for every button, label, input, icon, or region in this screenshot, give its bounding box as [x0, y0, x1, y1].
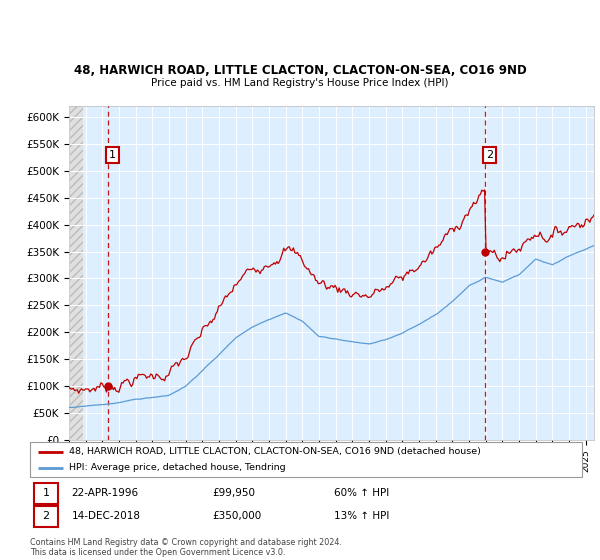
FancyBboxPatch shape [30, 442, 582, 477]
Text: 60% ↑ HPI: 60% ↑ HPI [334, 488, 389, 498]
Text: 22-APR-1996: 22-APR-1996 [71, 488, 139, 498]
Text: 1: 1 [109, 150, 116, 160]
Bar [69, 106, 83, 440]
Text: 13% ↑ HPI: 13% ↑ HPI [334, 511, 389, 521]
Text: 2: 2 [43, 511, 50, 521]
Text: 14-DEC-2018: 14-DEC-2018 [71, 511, 140, 521]
FancyBboxPatch shape [34, 483, 58, 503]
Text: Contains HM Land Registry data © Crown copyright and database right 2024.
This d: Contains HM Land Registry data © Crown c… [30, 538, 342, 557]
Text: Price paid vs. HM Land Registry's House Price Index (HPI): Price paid vs. HM Land Registry's House … [151, 78, 449, 88]
Text: £350,000: £350,000 [212, 511, 262, 521]
Text: HPI: Average price, detached house, Tendring: HPI: Average price, detached house, Tend… [68, 463, 285, 472]
Bar [69, 106, 83, 440]
FancyBboxPatch shape [34, 506, 58, 527]
Text: £99,950: £99,950 [212, 488, 255, 498]
Text: 1: 1 [43, 488, 50, 498]
Text: 48, HARWICH ROAD, LITTLE CLACTON, CLACTON-ON-SEA, CO16 9ND (detached house): 48, HARWICH ROAD, LITTLE CLACTON, CLACTO… [68, 447, 481, 456]
Text: 48, HARWICH ROAD, LITTLE CLACTON, CLACTON-ON-SEA, CO16 9ND: 48, HARWICH ROAD, LITTLE CLACTON, CLACTO… [74, 64, 526, 77]
Text: 2: 2 [486, 150, 493, 160]
